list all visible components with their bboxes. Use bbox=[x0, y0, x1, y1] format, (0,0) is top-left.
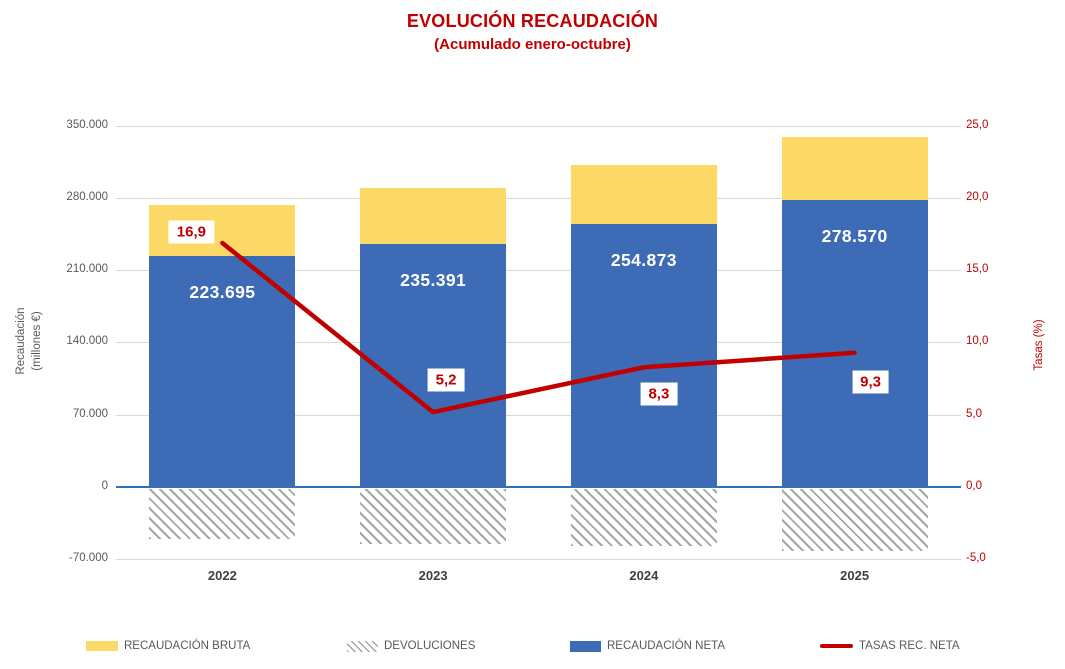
legend-label-neta: RECAUDACIÓN NETA bbox=[607, 640, 725, 652]
gridline bbox=[116, 125, 961, 127]
legend-swatch-devoluciones-icon bbox=[347, 640, 378, 652]
legend-item-recaudacion-neta: RECAUDACIÓN NETA bbox=[570, 640, 725, 652]
gridline bbox=[116, 197, 961, 199]
tasas-value-label: 5,2 bbox=[427, 368, 465, 392]
left-axis-tick-label: 0 bbox=[101, 479, 108, 492]
left-axis-tick-label: 210.000 bbox=[66, 263, 108, 275]
left-axis-tick-label: 70.000 bbox=[72, 407, 108, 420]
left-axis-tick-label: 350.000 bbox=[66, 118, 108, 131]
bar-recaudacion-bruta-2025 bbox=[781, 136, 928, 200]
right-axis-tick-label: 5,0 bbox=[966, 407, 982, 420]
legend-label-bruta: RECAUDACIÓN BRUTA bbox=[124, 640, 251, 652]
x-axis-category-label: 2022 bbox=[207, 568, 237, 583]
bar-devoluciones-2024 bbox=[570, 488, 717, 547]
tasas-rec-neta-line bbox=[220, 240, 857, 415]
left-axis-tick-label: 280.000 bbox=[66, 190, 108, 203]
neta-value-label: 254.873 bbox=[610, 250, 677, 271]
neta-value-label: 235.391 bbox=[400, 270, 467, 291]
neta-value-label: 223.695 bbox=[189, 282, 256, 303]
x-axis-category-label: 2024 bbox=[629, 568, 659, 583]
left-axis-tick-label: -70.000 bbox=[68, 551, 108, 564]
legend-item-recaudacion-bruta: RECAUDACIÓN BRUTA bbox=[86, 640, 250, 652]
right-axis-tick-label: -5,0 bbox=[966, 551, 986, 564]
chart-subtitle: (Acumulado enero-octubre) bbox=[434, 36, 631, 53]
bar-devoluciones-2023 bbox=[360, 488, 507, 545]
legend-item-tasas-rec-neta: TASAS REC. NETA bbox=[820, 640, 960, 652]
gridline bbox=[116, 414, 961, 416]
zero-axis-line bbox=[116, 486, 961, 489]
right-axis-tick-label: 25,0 bbox=[966, 118, 989, 131]
right-axis-tick-label: 15,0 bbox=[966, 263, 989, 275]
left-axis-tick-label: 140.000 bbox=[66, 335, 108, 348]
neta-value-label: 278.570 bbox=[821, 225, 888, 246]
legend-label-tasas: TASAS REC. NETA bbox=[859, 640, 960, 652]
tasas-value-label: 9,3 bbox=[852, 370, 890, 394]
bar-devoluciones-2025 bbox=[781, 488, 928, 551]
legend-swatch-tasas-line-icon bbox=[820, 644, 853, 648]
legend-swatch-bruta-icon bbox=[86, 641, 118, 651]
legend-label-devoluciones: DEVOLUCIONES bbox=[384, 640, 476, 652]
tasas-value-label: 16,9 bbox=[168, 220, 214, 244]
x-axis-category-label: 2025 bbox=[840, 568, 870, 583]
right-axis-tick-label: 10,0 bbox=[966, 335, 989, 348]
right-axis-tick-label: 20,0 bbox=[966, 190, 989, 203]
legend-swatch-neta-icon bbox=[570, 640, 601, 652]
bar-recaudacion-bruta-2023 bbox=[360, 187, 507, 245]
gridline bbox=[116, 558, 961, 560]
bar-devoluciones-2022 bbox=[149, 488, 296, 540]
bar-recaudacion-bruta-2024 bbox=[570, 165, 717, 225]
right-axis-title: Tasas (%) bbox=[1033, 319, 1045, 371]
right-axis-tick-label: 0,0 bbox=[966, 479, 982, 492]
x-axis-category-label: 2023 bbox=[418, 568, 448, 583]
tasas-value-label: 8,3 bbox=[640, 382, 678, 406]
legend-item-devoluciones: DEVOLUCIONES bbox=[347, 640, 475, 652]
chart-title: EVOLUCIÓN RECAUDACIÓN bbox=[406, 11, 659, 31]
